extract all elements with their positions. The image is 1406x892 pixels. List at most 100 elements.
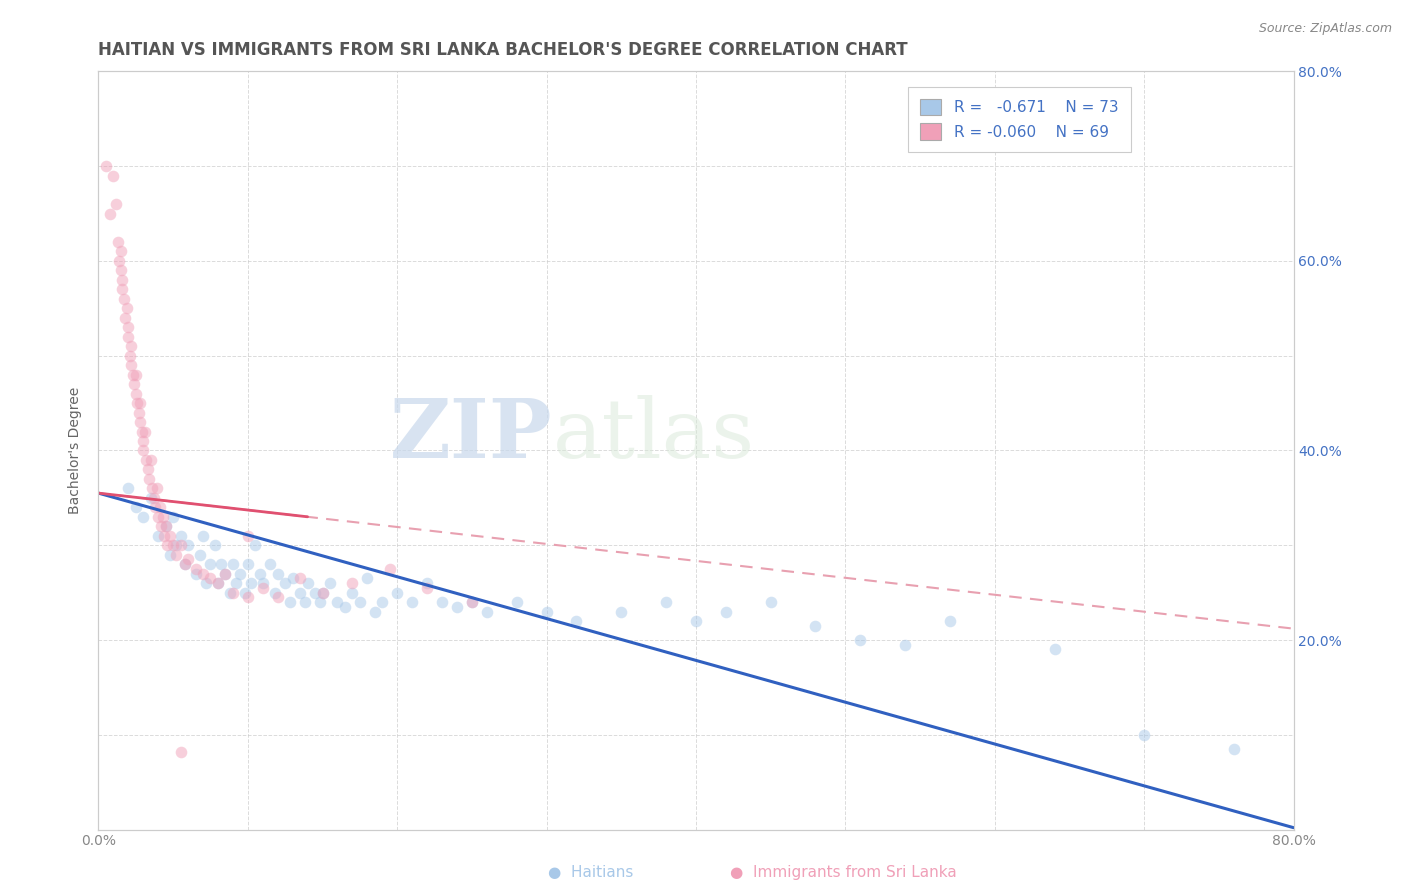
Point: [378, 562, 401, 576]
Point: [125, 500, 148, 515]
Point: [110, 263, 132, 277]
Point: [195, 576, 218, 591]
Point: [110, 244, 132, 259]
Point: [191, 566, 214, 581]
Point: [134, 425, 156, 439]
Point: [159, 529, 181, 543]
Point: [169, 745, 191, 759]
Point: [225, 576, 247, 591]
Point: [342, 585, 364, 599]
Text: ●  Haitians: ● Haitians: [548, 865, 633, 880]
Point: [267, 591, 290, 605]
Point: [138, 472, 160, 486]
Point: [319, 576, 342, 591]
Point: [252, 581, 274, 595]
Text: ZIP: ZIP: [389, 395, 553, 475]
Point: [200, 571, 222, 585]
Point: [177, 552, 200, 566]
Point: [229, 566, 252, 581]
Point: [236, 591, 259, 605]
Point: [169, 529, 191, 543]
Point: [245, 538, 267, 552]
Point: [236, 529, 259, 543]
Point: [239, 576, 262, 591]
Point: [165, 538, 187, 552]
Point: [326, 595, 349, 609]
Point: [249, 566, 271, 581]
Point: [149, 500, 172, 515]
Point: [288, 571, 311, 585]
Point: [191, 529, 214, 543]
Point: [342, 576, 364, 591]
Point: [308, 595, 330, 609]
Point: [311, 585, 333, 599]
Point: [143, 500, 166, 515]
Point: [252, 576, 274, 591]
Point: [111, 282, 134, 296]
Point: [288, 585, 311, 599]
Point: [118, 349, 141, 363]
Point: [536, 605, 558, 619]
Point: [148, 509, 170, 524]
Point: [165, 548, 187, 562]
Point: [114, 310, 136, 325]
Point: [263, 585, 285, 599]
Point: [1223, 742, 1246, 756]
Point: [222, 585, 245, 599]
Point: [90, 45, 112, 60]
Point: [132, 434, 155, 448]
Point: [132, 509, 155, 524]
Point: [759, 595, 782, 609]
Point: [209, 557, 232, 572]
Point: [416, 581, 439, 595]
Point: [294, 595, 316, 609]
Point: [153, 529, 176, 543]
Point: [105, 197, 128, 211]
Point: [169, 538, 191, 552]
Point: [120, 358, 142, 372]
Point: [103, 169, 125, 183]
Point: [142, 491, 165, 505]
Text: Source: ZipAtlas.com: Source: ZipAtlas.com: [1258, 22, 1392, 36]
Point: [297, 576, 319, 591]
Point: [148, 529, 170, 543]
Point: [139, 491, 162, 505]
Point: [117, 320, 139, 334]
Point: [475, 605, 498, 619]
Point: [333, 599, 356, 614]
Point: [111, 273, 134, 287]
Point: [685, 614, 707, 628]
Point: [804, 619, 827, 633]
Point: [714, 605, 737, 619]
Point: [112, 292, 135, 306]
Point: [121, 368, 143, 382]
Y-axis label: Bachelor's Degree: Bachelor's Degree: [69, 387, 83, 514]
Point: [150, 519, 173, 533]
Point: [1043, 642, 1066, 657]
Point: [132, 443, 155, 458]
Point: [849, 633, 872, 648]
Point: [207, 576, 229, 591]
Point: [204, 538, 226, 552]
Point: [117, 330, 139, 344]
Point: [200, 557, 222, 572]
Point: [894, 638, 917, 652]
Point: [135, 453, 157, 467]
Point: [131, 425, 153, 439]
Point: [108, 254, 131, 268]
Point: [117, 482, 139, 496]
Point: [401, 595, 423, 609]
Point: [1133, 728, 1156, 742]
Point: [139, 453, 162, 467]
Point: [159, 548, 181, 562]
Point: [461, 595, 484, 609]
Point: [356, 571, 378, 585]
Point: [416, 576, 439, 591]
Text: HAITIAN VS IMMIGRANTS FROM SRI LANKA BACHELOR'S DEGREE CORRELATION CHART: HAITIAN VS IMMIGRANTS FROM SRI LANKA BAC…: [98, 41, 908, 59]
Point: [430, 595, 453, 609]
Point: [219, 585, 242, 599]
Point: [136, 462, 159, 476]
Point: [304, 585, 326, 599]
Point: [364, 605, 387, 619]
Point: [128, 406, 150, 420]
